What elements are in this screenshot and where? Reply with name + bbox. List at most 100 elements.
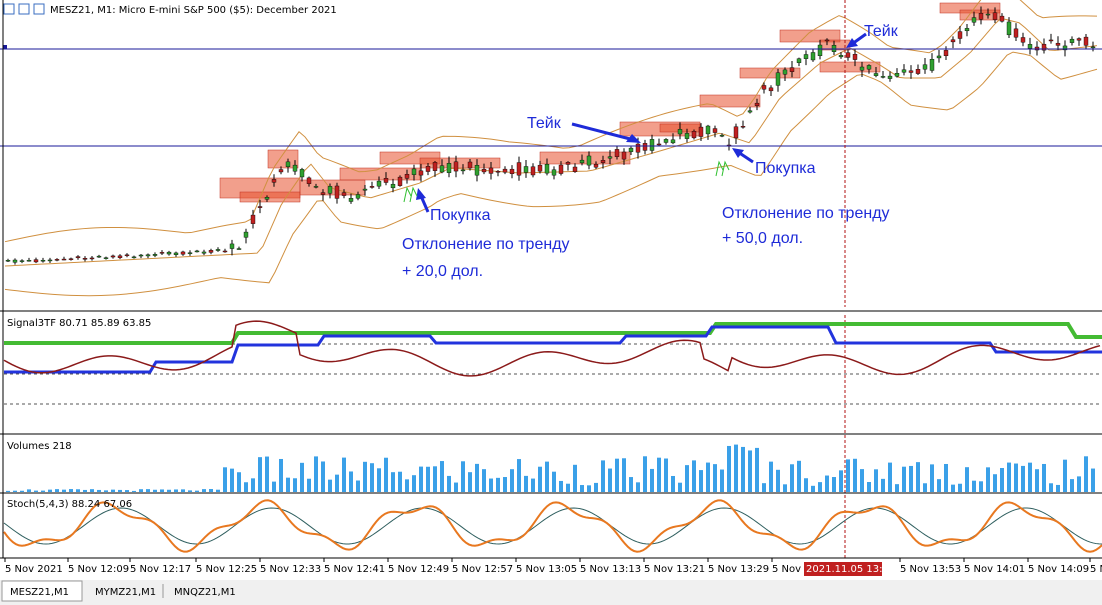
volume-bar [195, 490, 199, 492]
volume-bar [132, 490, 136, 492]
candle [999, 15, 1005, 22]
candle [418, 170, 424, 176]
volume-bar [965, 467, 969, 492]
candle [978, 13, 984, 20]
volume-bar [1042, 463, 1046, 492]
candle [768, 87, 774, 92]
volume-bar [1070, 479, 1074, 492]
volume-bar [76, 489, 80, 492]
candle [824, 39, 830, 42]
candle [12, 259, 18, 263]
candle [628, 147, 634, 152]
volume-bar [489, 478, 493, 492]
tab[interactable]: MESZ21,M1 [10, 587, 69, 598]
volume-bar [244, 482, 248, 492]
volume-bar [510, 469, 514, 492]
candle [845, 52, 851, 58]
candle [957, 31, 963, 39]
volume-bar [118, 489, 122, 492]
tab[interactable]: MYMZ21,M1 [95, 587, 156, 598]
candle [691, 131, 697, 139]
volume-bar [1049, 483, 1053, 492]
candle [635, 143, 641, 153]
candle [439, 165, 445, 173]
volume-bar [188, 490, 192, 492]
candle [208, 250, 214, 253]
indicator-label: Volumes 218 [7, 441, 72, 452]
zone [779, 29, 841, 43]
time-label: 5 Nov 2021 [5, 564, 63, 575]
volume-bar [97, 489, 101, 492]
candle [810, 52, 816, 61]
volume-bar [839, 470, 843, 492]
candle [838, 55, 844, 58]
volume-bar [958, 483, 962, 492]
volume-bar [650, 468, 654, 492]
time-label: 5 Nov 12:49 [388, 564, 449, 575]
gap [3, 307, 1102, 313]
volume-bar [6, 490, 10, 492]
volume-bar [370, 463, 374, 492]
volume-bar [664, 458, 668, 492]
candle [229, 243, 235, 249]
candle [537, 164, 543, 172]
candle [1083, 36, 1089, 46]
volume-bar [727, 445, 731, 492]
stoch-line [3, 507, 1102, 545]
volume-bar [552, 471, 556, 492]
candle [327, 186, 333, 194]
candle [425, 165, 431, 172]
candle [705, 125, 711, 135]
volume-bar [776, 469, 780, 492]
volume-bar [811, 485, 815, 492]
time-label: 5 Nov 13:53 [900, 564, 961, 575]
candle [40, 259, 46, 262]
volume-bar [629, 477, 633, 492]
candle [411, 168, 417, 175]
volume-bar [615, 458, 619, 492]
volume-bar [391, 472, 395, 492]
volume-bar [769, 461, 773, 492]
zone [699, 94, 761, 108]
volume-bar [874, 469, 878, 492]
candle [1006, 21, 1012, 36]
candle [180, 251, 186, 255]
candle [677, 129, 683, 135]
candle [1013, 28, 1019, 38]
candle [96, 255, 102, 258]
volume-bar [167, 489, 171, 492]
volume-bar [202, 489, 206, 492]
candle [572, 166, 578, 172]
tab-active[interactable] [1, 580, 83, 602]
candle [964, 28, 970, 32]
zone [267, 149, 299, 169]
volume-bar [1021, 465, 1025, 492]
candle [929, 58, 935, 71]
volume-bar [482, 469, 486, 492]
volume-bar [797, 460, 801, 492]
volume-bar [804, 478, 808, 492]
arrow-head [626, 134, 641, 143]
annotation: Покупка [755, 160, 816, 177]
volume-bar [160, 489, 164, 492]
candle [33, 259, 39, 263]
candle [621, 151, 627, 160]
annotation: + 20,0 дол. [402, 263, 483, 280]
volume-bar [762, 483, 766, 492]
candle [880, 76, 886, 78]
tab[interactable]: MNQZ21,M1 [174, 587, 236, 598]
candle [250, 214, 256, 224]
volume-bar [909, 465, 913, 492]
candle [936, 55, 942, 59]
candle [642, 143, 648, 151]
candle [516, 162, 522, 176]
volume-bar [461, 461, 465, 492]
candle [355, 194, 361, 199]
candle [740, 126, 746, 128]
candle [89, 257, 95, 260]
candle [943, 50, 949, 57]
candle [152, 254, 158, 256]
candle [908, 70, 914, 73]
candle [1076, 38, 1082, 41]
